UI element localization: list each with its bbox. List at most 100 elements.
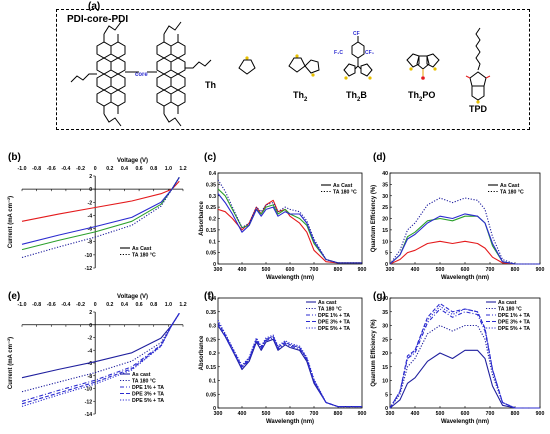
series-line-red [389,240,540,265]
x-tick-label: -0.8 [32,302,41,308]
panel-label-a: (a) [88,1,101,12]
legend-label: DPE 3% + TA [318,320,350,326]
y-tick-label: 25 [382,205,388,211]
y-tick-label: -6 [88,361,93,367]
legend-label: As cast [318,300,337,306]
legend-label: DPE 1% + TA [498,313,530,319]
x-tick-label: 800 [511,411,520,417]
th2b-borane-structure [343,36,373,80]
molecule-scheme-box: PDI-core-PDI [56,9,530,130]
th2po-phosphole-structure [406,53,440,80]
x-tick-label: -0.4 [61,302,70,308]
y-tick-label: -4 [88,348,93,354]
x-tick-label: 1.0 [165,166,172,172]
x-tick-label: 400 [411,411,420,417]
x-tick-label: 700 [310,411,319,417]
y-tick-label: 0.15 [206,228,216,234]
series-line-blue [389,308,540,409]
y-tick-label: 5 [385,392,388,398]
y-tick-label: 0.3 [209,194,216,200]
x-tick-label: 0.6 [135,302,142,308]
x-tick-label: 1.2 [179,166,186,172]
y-tick-label: 20 [382,217,388,223]
x-tick-label: 700 [486,267,495,273]
x-tick-label: -0.2 [76,302,85,308]
legend-label: DPE 3% + TA [132,392,164,398]
x-tick-label: 0 [94,166,97,172]
x-tick-label: 300 [386,267,395,273]
series-line-blue [389,305,540,409]
label-tpd: TPD [469,104,487,114]
y-tick-label: 0.25 [206,205,216,211]
y-tick-label: -10 [85,387,93,393]
y-axis-title: Quantum Efficiency (%) [371,319,377,386]
x-tick-label: 800 [334,411,343,417]
series-line-blue [389,213,540,265]
y-tick-label: -10 [85,253,93,259]
legend-label: DPE 1% + TA [132,385,164,391]
y-tick-label: 0.1 [209,379,216,385]
y-axis-title: Quantum Efficiency (%) [371,185,377,252]
y-tick-label: 2 [89,174,92,180]
series-line-darkblue [389,197,540,265]
x-tick-label: -0.4 [61,166,70,172]
x-tick-label: 600 [461,267,470,273]
legend-label: TA 180 °C [333,190,357,196]
legend-label: TA 180 °C [500,190,524,196]
x-axis-title: Voltage (V) [117,158,148,164]
label-th2po: Th2PO [408,90,436,103]
x-axis-title: Wavelength (nm) [266,419,314,425]
legend-label: TA 180 °C [318,307,342,313]
x-tick-label: 0.2 [106,166,113,172]
cf3-left-label: F₃C [334,50,343,56]
x-tick-label: 500 [436,267,445,273]
y-axis-title: Absorbance [199,201,205,236]
y-tick-label: 10 [382,239,388,245]
y-axis-title: Current (mA cm⁻²) [7,337,14,389]
label-th: Th [205,80,216,90]
x-tick-label: 900 [358,411,367,417]
x-axis-title: Wavelength (nm) [441,419,489,425]
x-axis-title: Wavelength (nm) [441,275,489,281]
legend-label: DPE 1% + TA [318,313,350,319]
molecule-drawings: core CF F₃C CF₃ [70,21,491,127]
x-tick-label: 1.2 [179,302,186,308]
y-tick-label: 25 [382,337,388,343]
x-tick-label: 900 [358,267,367,273]
y-tick-label: 0.2 [209,351,216,357]
label-th2b: Th2B [346,90,367,103]
x-tick-label: 900 [536,267,545,273]
y-tick-label: 0.4 [209,171,216,177]
legend-label: TA 180 °C [132,379,156,385]
series-line-blue [217,319,362,408]
label-th2: Th2 [293,90,308,103]
x-tick-label: 400 [238,267,247,273]
x-tick-label: 600 [286,411,295,417]
quantum-efficiency-chart-g: 300 400 500 600 700 800 900 0 5 10 15 20 25 30 35 40 Wav… [371,296,544,425]
legend-label: As cast [498,300,517,306]
legend-label: DPE 3% + TA [498,320,530,326]
y-tick-label: -6 [88,227,93,233]
x-tick-label: 0.6 [135,166,142,172]
y-tick-label: -14 [85,412,93,418]
panel-label-f: (f) [204,291,214,302]
core-label: core [135,72,148,78]
th2-bithiophene-structure [288,54,320,77]
y-tick-label: -8 [88,374,93,380]
series-line-red [21,180,180,222]
series-line-blue [21,177,180,245]
x-tick-label: -0.2 [76,166,85,172]
y-tick-label: 2 [89,310,92,316]
series-line-blue [21,313,180,407]
x-tick-label: 600 [461,411,470,417]
y-tick-label: 0 [213,262,216,268]
legend-label: DPE 5% + TA [132,398,164,404]
x-tick-label: 300 [386,411,395,417]
legend-label: DPE 5% + TA [498,326,530,332]
y-tick-label: 0 [385,406,388,412]
x-tick-label: 300 [214,411,223,417]
absorbance-chart-f: 300 400 500 600 700 800 900 0 0.05 0.1 0.15 0.2 0.25… [199,296,367,425]
legend-label: As cast [132,372,151,378]
x-tick-label: 0.4 [121,166,128,172]
series-line-green [389,215,540,265]
